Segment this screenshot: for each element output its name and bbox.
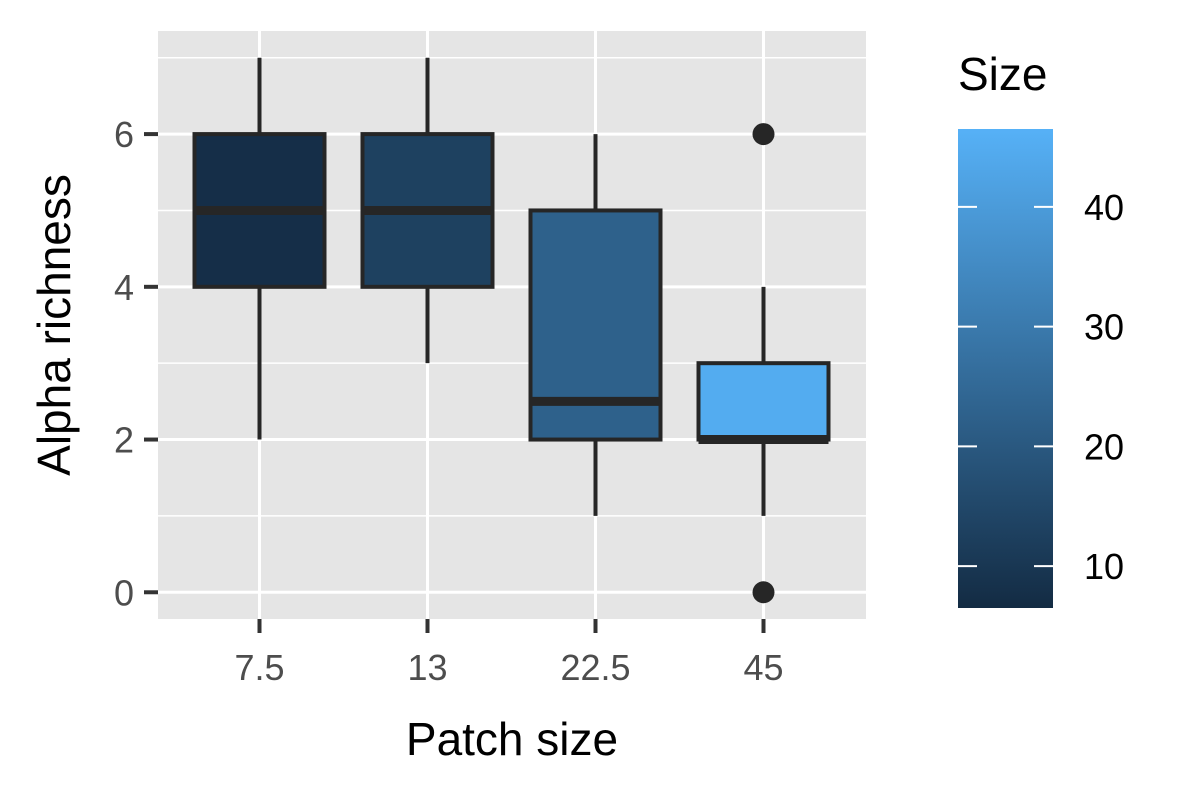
x-tick-label: 45 <box>743 647 783 688</box>
outlier-point <box>752 581 775 604</box>
colorbar-tick-label: 10 <box>1084 546 1124 587</box>
x-tick-label: 13 <box>407 647 447 688</box>
colorbar-tick-label: 20 <box>1084 426 1124 467</box>
colorbar-tick-label: 40 <box>1084 187 1124 228</box>
y-axis-title: Alpha richness <box>28 174 80 476</box>
x-axis-title: Patch size <box>406 713 618 765</box>
colorbar-tick-label: 30 <box>1084 307 1124 348</box>
y-tick-label: 6 <box>114 114 134 155</box>
legend-title: Size <box>958 48 1047 100</box>
box-layer <box>192 57 831 604</box>
y-tick-label: 4 <box>114 267 134 308</box>
box-13 <box>360 57 495 364</box>
axes: 0 2 4 6 7.5 13 22.5 45 <box>114 114 784 688</box>
legend: Size 10 20 30 40 <box>958 48 1124 608</box>
box-22.5 <box>528 134 663 516</box>
outlier-point <box>752 123 775 146</box>
x-tick-label: 22.5 <box>560 647 630 688</box>
box-7.5 <box>192 57 327 440</box>
plot-panel <box>158 31 866 619</box>
box-body <box>696 361 831 442</box>
box-45 <box>696 123 831 604</box>
colorbar-ticks: 10 20 30 40 <box>958 187 1124 587</box>
y-tick-label: 0 <box>114 572 134 613</box>
y-tick-label: 2 <box>114 420 134 461</box>
x-tick-label: 7.5 <box>234 647 284 688</box>
colorbar <box>958 129 1053 608</box>
